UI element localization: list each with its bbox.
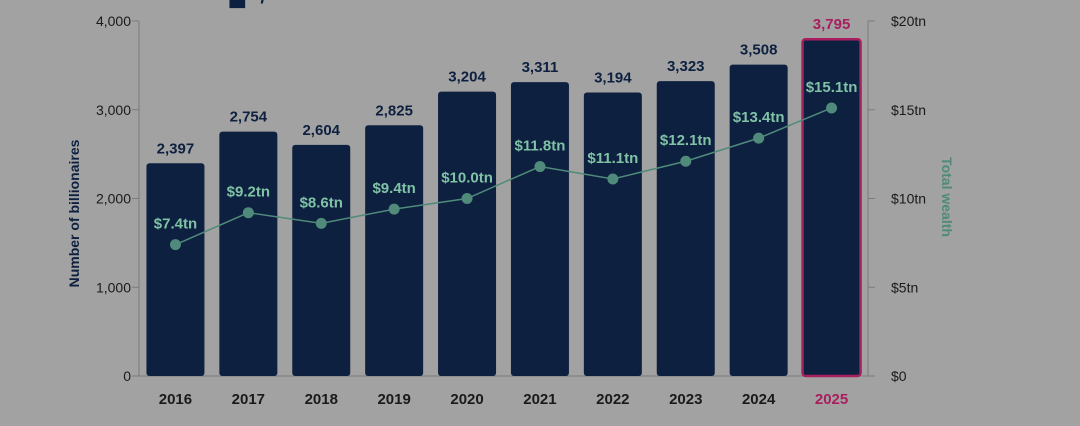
right-tick-label: $5tn [891, 279, 918, 295]
wealth-value-label: $8.6tn [300, 194, 343, 211]
left-tick-label: 1,000 [96, 279, 131, 295]
x-tick-label: 2019 [377, 391, 410, 408]
bar-value-label: 3,323 [667, 58, 705, 75]
x-tick-label: 2018 [305, 391, 338, 408]
wealth-point [169, 239, 181, 251]
wealth-value-label: $7.4tn [154, 216, 197, 233]
wealth-point [753, 132, 765, 144]
wealth-point [607, 173, 619, 185]
y-axis-label: Number of billionaires [66, 139, 82, 287]
wealth-point [534, 161, 546, 173]
x-tick-label: 2022 [596, 391, 629, 408]
x-tick-label: 2017 [232, 391, 265, 408]
bar-value-label: 3,795 [813, 16, 851, 33]
bar [583, 92, 642, 376]
x-tick-label: 2016 [159, 391, 192, 408]
wealth-value-label: $11.8tn [515, 138, 566, 155]
wealth-value-label: $15.1tn [806, 79, 858, 96]
bar [438, 91, 497, 377]
wealth-point [826, 102, 838, 114]
bar [365, 125, 424, 376]
wealth-value-label: $13.4tn [733, 109, 785, 126]
bar [292, 144, 351, 376]
right-tick-label: $10tn [891, 191, 926, 207]
left-tick-label: 3,000 [96, 102, 131, 118]
bar-value-label: 2,397 [157, 140, 195, 157]
wealth-point [242, 207, 254, 219]
x-tick-label: 2020 [450, 391, 483, 408]
bar [656, 81, 715, 377]
x-tick-label: 2024 [742, 391, 776, 408]
left-tick-label: 2,000 [96, 191, 131, 207]
wealth-value-label: $9.4tn [372, 180, 415, 197]
right-tick-label: $15tn [891, 102, 926, 118]
wealth-point [680, 155, 692, 167]
bar-value-label: 2,754 [230, 109, 268, 126]
bar-value-label: 3,508 [740, 42, 778, 59]
x-tick-label: 2023 [669, 391, 702, 408]
bar [146, 163, 205, 376]
bar [801, 37, 862, 378]
wealth-line [175, 107, 832, 246]
bar [219, 131, 278, 376]
wealth-point [315, 217, 327, 229]
bar-value-label: 3,194 [594, 70, 632, 87]
wealth-point [461, 193, 473, 204]
wealth-point [388, 203, 400, 215]
wealth-value-label: $9.2tn [227, 184, 270, 201]
x-tick-label: 2025 [815, 391, 848, 408]
left-tick-label: 4,000 [96, 13, 131, 29]
right-tick-label: $0 [891, 368, 907, 384]
chart-title-clipped: ▆ / [230, 0, 266, 9]
bar-value-label: 2,604 [302, 122, 340, 139]
bar-value-label: 2,825 [375, 102, 413, 119]
y2-axis-label: Total wealth [939, 157, 955, 237]
wealth-value-label: $10.0tn [441, 170, 493, 187]
wealth-value-label: $12.1tn [660, 132, 712, 149]
x-tick-label: 2021 [523, 391, 556, 408]
bar-value-label: 3,204 [448, 69, 486, 86]
left-tick-label: 0 [123, 368, 131, 384]
bar-value-label: 3,311 [522, 59, 559, 76]
right-tick-label: $20tn [891, 13, 926, 29]
bar [510, 82, 569, 377]
wealth-value-label: $11.1tn [587, 150, 638, 167]
